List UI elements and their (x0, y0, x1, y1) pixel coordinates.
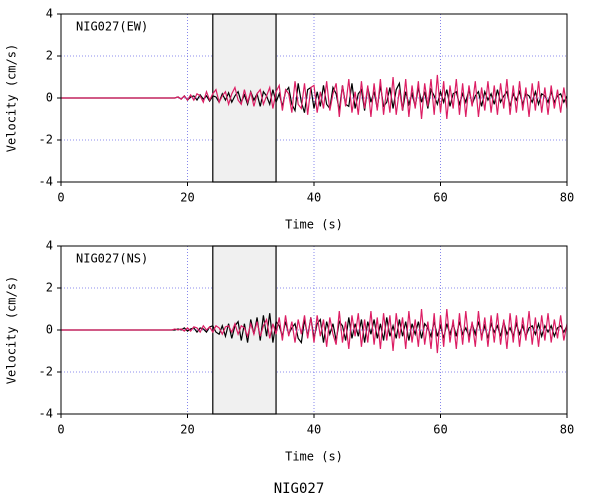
x-tick-label: 0 (57, 191, 64, 205)
plot-frame (60, 13, 568, 183)
time-window (212, 245, 277, 415)
y-tick-label: -4 (39, 175, 53, 189)
x-tick-label: 20 (180, 423, 194, 437)
y-axis-label: Velocity (cm/s) (5, 44, 19, 152)
y-tick-label: -2 (39, 133, 53, 147)
x-axis-label: Time (s) (285, 218, 343, 232)
chart-title: NIG027(NS) (76, 252, 148, 266)
y-tick-label: 2 (46, 281, 53, 295)
figure-caption: NIG027 (274, 481, 325, 497)
y-tick-label: 4 (46, 239, 53, 253)
y-tick-label: 0 (46, 323, 53, 337)
y-tick-label: 2 (46, 49, 53, 63)
chart-title: NIG027(EW) (76, 20, 148, 34)
y-tick-label: -2 (39, 365, 53, 379)
x-tick-label: 40 (307, 423, 321, 437)
y-axis-label: Velocity (cm/s) (5, 276, 19, 384)
x-axis-label: Time (s) (285, 450, 343, 464)
x-tick-label: 60 (433, 191, 447, 205)
x-tick-label: 20 (180, 191, 194, 205)
x-tick-label: 0 (57, 423, 64, 437)
plot-frame (60, 245, 568, 415)
series-line (61, 74, 568, 120)
x-tick-label: 60 (433, 423, 447, 437)
x-tick-label: 80 (560, 423, 574, 437)
y-tick-label: 0 (46, 91, 53, 105)
y-tick-label: 4 (46, 7, 53, 21)
time-window (212, 13, 277, 183)
y-tick-label: -4 (39, 407, 53, 421)
series-line (61, 308, 568, 354)
x-tick-label: 40 (307, 191, 321, 205)
x-tick-label: 80 (560, 191, 574, 205)
